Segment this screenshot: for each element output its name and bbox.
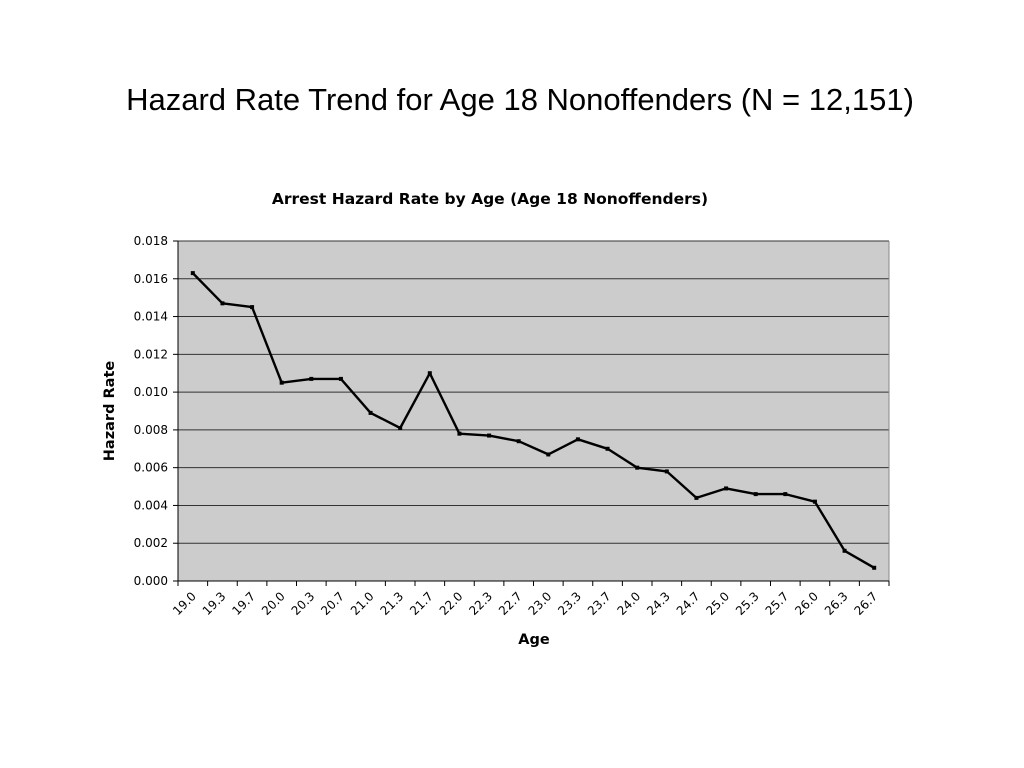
data-point — [250, 305, 255, 310]
x-tick-label: 22.7 — [496, 589, 525, 618]
y-tick-label: 0.014 — [134, 310, 168, 324]
x-tick-label: 21.7 — [407, 589, 436, 618]
y-tick-label: 0.018 — [134, 234, 168, 248]
x-tick-label: 24.3 — [644, 589, 673, 618]
data-point — [279, 380, 284, 385]
data-point — [694, 495, 699, 500]
series-line — [191, 272, 875, 569]
data-point — [575, 437, 580, 442]
x-tick-label: 23.7 — [585, 589, 614, 618]
gridlines — [178, 240, 890, 581]
data-point — [309, 376, 314, 381]
data-point — [753, 492, 758, 497]
data-point — [664, 469, 669, 474]
x-axis-label: Age — [518, 632, 550, 648]
x-tick-label: 20.3 — [289, 589, 318, 618]
data-point — [724, 486, 729, 491]
data-point — [842, 548, 847, 553]
chart-title: Arrest Hazard Rate by Age (Age 18 Nonoff… — [272, 190, 708, 208]
x-tick-label: 26.3 — [822, 589, 851, 618]
data-point — [190, 271, 195, 276]
x-tick-label: 22.3 — [466, 589, 495, 618]
plot-area — [178, 241, 889, 581]
x-tick-label: 24.7 — [674, 589, 703, 618]
data-point — [546, 452, 551, 457]
x-tick-label: 26.7 — [852, 589, 881, 618]
data-point — [338, 376, 343, 381]
data-point — [605, 446, 610, 451]
x-tick-label: 25.0 — [703, 589, 732, 618]
x-tick-label: 19.3 — [200, 589, 229, 618]
x-tick-label: 22.0 — [437, 589, 466, 618]
data-point — [516, 439, 521, 444]
y-tick-label: 0.002 — [134, 536, 168, 550]
y-tick-label: 0.012 — [134, 347, 168, 361]
x-tick-label: 19.7 — [229, 589, 258, 618]
x-axis-ticks: 19.0 19.3 19.7 20.0 20.3 20.7 21.0 21.3 21.7 22.0… — [170, 581, 890, 618]
data-point — [457, 431, 462, 436]
y-axis-ticks: 0.000 0.002 0.004 0.006 0.008 0.010 0.012 0.014… — [134, 234, 178, 588]
y-tick-label: 0.008 — [134, 423, 168, 437]
data-point — [398, 426, 403, 430]
data-point — [427, 371, 432, 376]
x-tick-label: 23.0 — [526, 589, 555, 618]
x-tick-label: 21.3 — [378, 589, 407, 618]
data-point — [812, 499, 817, 504]
x-tick-label: 24.0 — [615, 589, 644, 618]
y-tick-label: 0.010 — [134, 385, 168, 399]
x-tick-label: 25.7 — [763, 589, 792, 618]
x-tick-label: 23.3 — [555, 589, 584, 618]
data-points — [190, 271, 877, 570]
x-tick-label: 21.0 — [348, 589, 377, 618]
y-tick-label: 0.006 — [134, 461, 168, 475]
x-tick-label: 25.3 — [733, 589, 762, 618]
data-point — [220, 301, 225, 306]
x-tick-label: 20.7 — [318, 589, 347, 618]
data-point — [872, 565, 877, 570]
y-axis-label: Hazard Rate — [102, 361, 118, 462]
x-tick-label: 26.0 — [792, 589, 821, 618]
data-point — [635, 465, 640, 470]
data-point — [368, 410, 373, 415]
data-point — [783, 492, 788, 497]
x-tick-label: 20.0 — [259, 589, 288, 618]
y-tick-label: 0.016 — [134, 272, 168, 286]
y-tick-label: 0.000 — [134, 574, 168, 588]
data-point — [487, 433, 492, 438]
slide-title: Hazard Rate Trend for Age 18 Nonoffender… — [126, 82, 914, 117]
y-tick-label: 0.004 — [134, 498, 168, 512]
x-tick-label: 19.0 — [170, 589, 199, 618]
